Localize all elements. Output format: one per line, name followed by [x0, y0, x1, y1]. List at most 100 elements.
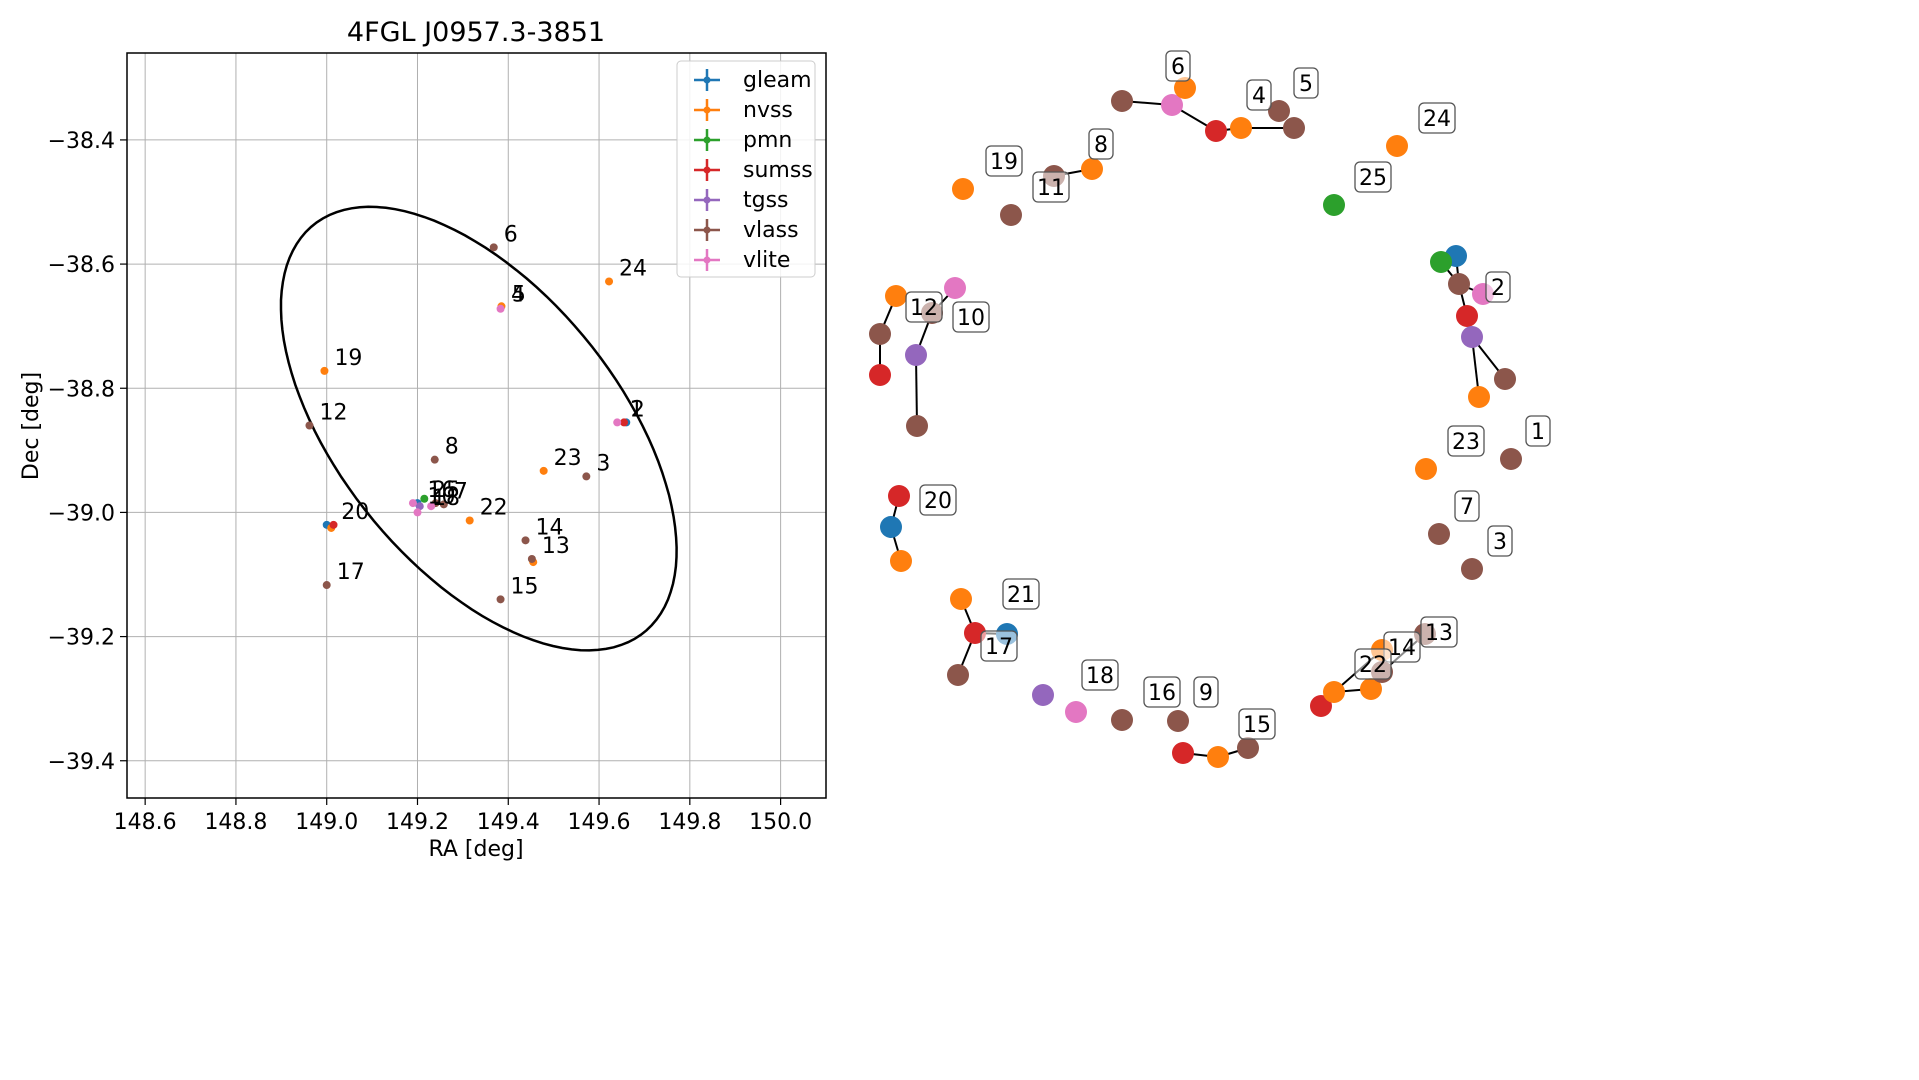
point-label: 19: [334, 346, 362, 371]
x-tick-label: 148.6: [114, 810, 177, 835]
x-axis-ticks: 148.6 148.8 149.0 149.2 149.4 149.6 149.8 150.0: [114, 798, 812, 835]
data-point-pmn: [420, 494, 429, 503]
node-label-box: [1293, 67, 1319, 99]
node-label: 17: [985, 635, 1013, 660]
localization-ellipse: [279, 205, 678, 652]
node-label-box: [1420, 616, 1458, 648]
graph-node-sumss: [1310, 695, 1332, 717]
chart-title: 4FGL J0957.3-3851: [347, 17, 605, 48]
graph-node-nvss: [1360, 678, 1382, 700]
data-point-vlass: [496, 595, 505, 604]
y-tick-label: −38.4: [48, 129, 115, 154]
node-label-box: [1002, 578, 1040, 610]
point-label: 6: [504, 222, 518, 247]
x-tick-label: 148.8: [204, 810, 267, 835]
node-label-box: [1525, 415, 1551, 447]
point-label: 1: [629, 397, 643, 422]
y-tick-label: −39.2: [48, 626, 115, 651]
point-label: 15: [511, 574, 539, 599]
data-points: [305, 243, 631, 604]
data-point-vlass: [439, 500, 448, 509]
node-label: 1: [1531, 420, 1545, 445]
x-tick-label: 149.2: [386, 810, 449, 835]
data-point-nvss: [465, 516, 474, 525]
node-label: 7: [1460, 495, 1474, 520]
data-point-nvss: [605, 277, 614, 286]
graph-node-vlass: [1448, 273, 1470, 295]
graph-node-pmn: [1323, 194, 1345, 216]
point-label: 10: [427, 484, 455, 509]
node-label-box: [980, 630, 1018, 662]
node-label-box: [1165, 50, 1191, 82]
data-point-vlite: [427, 502, 436, 511]
graph-node-sumss: [869, 364, 891, 386]
graph-node-vlass: [1268, 100, 1290, 122]
node-label-box: [919, 484, 957, 516]
data-point-vlass: [305, 421, 314, 430]
x-tick-label: 149.4: [477, 810, 540, 835]
point-label: 7: [454, 479, 468, 504]
point-label: 13: [542, 534, 570, 559]
point-label: 16: [427, 478, 455, 503]
graph-node-nvss: [1207, 746, 1229, 768]
node-label: 11: [1037, 176, 1065, 201]
graph-node-pmn: [1430, 251, 1452, 273]
node-label: 22: [1359, 653, 1387, 678]
point-label: 2: [631, 397, 645, 422]
data-point-nvss: [320, 366, 329, 375]
graph-node-vlass: [1237, 737, 1259, 759]
node-label: 5: [1299, 72, 1313, 97]
graph-node-vlass: [1494, 368, 1516, 390]
legend-entry: vlite: [743, 248, 790, 273]
point-label: 12: [319, 401, 347, 426]
x-tick-label: 149.6: [568, 810, 631, 835]
node-label-box: [985, 145, 1023, 177]
legend-entry: vlass: [743, 218, 799, 243]
data-point-vlass: [430, 455, 439, 464]
graph-node-nvss: [885, 285, 907, 307]
graph-node-vlass: [1428, 523, 1450, 545]
point-label: 14: [536, 515, 564, 540]
node-label-box: [1487, 525, 1513, 557]
graph-node-nvss: [952, 178, 974, 200]
node-label-box: [1081, 659, 1119, 691]
node-label-box: [1447, 425, 1485, 457]
grid-lines: [127, 53, 826, 798]
node-label: 23: [1452, 430, 1480, 455]
graph-node-vlass: [947, 664, 969, 686]
legend-entry: sumss: [743, 158, 813, 183]
point-label: 5: [512, 283, 526, 308]
data-point-vlite: [413, 508, 422, 517]
node-label: 21: [1007, 583, 1035, 608]
node-label-box: [1238, 708, 1276, 740]
graph-node-vlass: [1283, 117, 1305, 139]
point-label: 23: [554, 446, 582, 471]
node-label-box: [1354, 648, 1392, 680]
graph-node-vlass: [1111, 709, 1133, 731]
data-point-sumss: [620, 418, 629, 427]
legend-marker-dot: [703, 226, 711, 234]
graph-node-sumss: [888, 485, 910, 507]
legend-box: [676, 60, 816, 278]
node-label: 14: [1388, 636, 1416, 661]
data-point-tgss: [415, 502, 424, 511]
y-axis-label: Dec [deg]: [19, 372, 44, 480]
data-point-nvss: [539, 466, 548, 475]
node-label: 18: [1086, 664, 1114, 689]
graph-node-vlass: [869, 323, 891, 345]
legend-entry: pmn: [743, 128, 792, 153]
graph-node-nvss: [1323, 681, 1345, 703]
point-label: 8: [445, 435, 459, 460]
y-tick-label: −39.0: [48, 501, 115, 526]
graph-node-sumss: [1205, 120, 1227, 142]
node-label-box: [1418, 102, 1456, 134]
legend-marker-dot: [703, 196, 711, 204]
graph-node-vlass: [1461, 558, 1483, 580]
data-point-vlass: [582, 472, 591, 481]
legend-entry: gleam: [743, 68, 812, 93]
graph-nodes: [869, 77, 1522, 768]
graph-node-nvss: [1415, 458, 1437, 480]
graph-node-vlite: [1065, 701, 1087, 723]
y-tick-label: −38.6: [48, 253, 115, 278]
